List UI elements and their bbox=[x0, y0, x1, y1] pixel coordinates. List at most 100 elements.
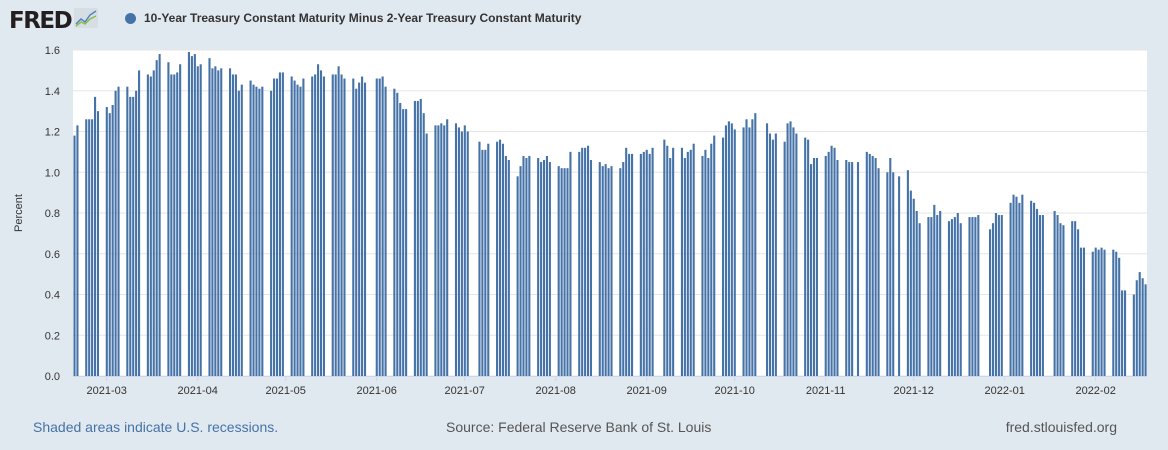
bar bbox=[270, 90, 273, 376]
bar bbox=[519, 166, 522, 376]
bar bbox=[1091, 251, 1094, 376]
bar bbox=[877, 168, 880, 376]
bar bbox=[273, 78, 276, 377]
bar bbox=[768, 133, 772, 376]
bar bbox=[258, 88, 261, 377]
bar bbox=[463, 125, 466, 376]
bar bbox=[601, 166, 604, 376]
y-tick-label: 0.6 bbox=[45, 249, 60, 261]
bar bbox=[686, 151, 689, 376]
bar bbox=[343, 78, 346, 377]
bar bbox=[598, 162, 601, 376]
bar bbox=[91, 119, 94, 377]
y-tick-label: 0.2 bbox=[45, 330, 60, 342]
x-tick-label: 2022-01 bbox=[984, 385, 1024, 397]
bar bbox=[443, 125, 446, 376]
bar bbox=[234, 74, 237, 376]
bar bbox=[1135, 280, 1138, 376]
bar bbox=[604, 164, 607, 376]
bar bbox=[666, 145, 669, 376]
fred-logo[interactable]: FRED bbox=[9, 8, 99, 33]
bar bbox=[1009, 202, 1012, 376]
bar bbox=[989, 229, 992, 376]
bar bbox=[610, 166, 613, 376]
bar bbox=[707, 157, 710, 376]
bar bbox=[314, 74, 317, 376]
bar bbox=[542, 160, 546, 376]
y-tick-label: 0.8 bbox=[45, 208, 60, 220]
bar bbox=[930, 217, 933, 376]
bar bbox=[892, 172, 895, 376]
bar bbox=[1077, 229, 1080, 376]
bar bbox=[108, 113, 111, 376]
bar bbox=[540, 162, 543, 376]
bar bbox=[566, 168, 569, 376]
bar bbox=[792, 127, 795, 376]
bar bbox=[138, 70, 141, 376]
bar bbox=[158, 54, 161, 376]
x-tick-label: 2021-04 bbox=[178, 385, 218, 397]
bar bbox=[525, 157, 528, 376]
bar bbox=[950, 219, 953, 376]
bar bbox=[114, 90, 117, 376]
bar bbox=[771, 139, 774, 376]
bar bbox=[581, 147, 584, 376]
bar bbox=[774, 133, 777, 376]
bar bbox=[704, 149, 707, 376]
bar bbox=[557, 166, 560, 376]
bar bbox=[293, 80, 296, 376]
x-tick-label: 2021-12 bbox=[894, 385, 934, 397]
bar bbox=[413, 100, 416, 376]
bar bbox=[281, 72, 284, 376]
bar bbox=[827, 151, 830, 376]
bar bbox=[1035, 208, 1039, 376]
bar bbox=[296, 84, 299, 376]
bar bbox=[1079, 247, 1083, 376]
bar bbox=[1141, 278, 1144, 376]
bar bbox=[237, 90, 240, 376]
bar bbox=[261, 86, 264, 377]
bar bbox=[217, 70, 220, 376]
bar bbox=[299, 86, 302, 377]
bar bbox=[625, 147, 628, 376]
bar bbox=[1033, 202, 1036, 376]
bar bbox=[1144, 284, 1147, 376]
bar bbox=[959, 223, 962, 376]
bar bbox=[909, 190, 912, 376]
bar bbox=[1123, 290, 1127, 376]
legend-marker bbox=[125, 12, 136, 24]
bar bbox=[384, 86, 387, 377]
bar bbox=[651, 147, 654, 376]
bar bbox=[199, 64, 202, 376]
bar bbox=[311, 76, 314, 377]
y-tick-label: 1.2 bbox=[45, 127, 60, 139]
bar bbox=[396, 92, 399, 376]
bar bbox=[754, 113, 757, 376]
x-tick-label: 2021-07 bbox=[445, 385, 485, 397]
bar bbox=[249, 80, 252, 376]
bar-chart: 0.0 0.2 0.4 0.6 0.8 1.0 1.2 1.4 1.6 Percent 2021-0… bbox=[13, 45, 1147, 397]
bar bbox=[1112, 249, 1115, 376]
bar bbox=[322, 76, 325, 377]
bar bbox=[918, 223, 921, 376]
bar bbox=[302, 78, 305, 377]
bar bbox=[607, 168, 610, 376]
bar bbox=[460, 131, 463, 376]
bar bbox=[94, 96, 97, 377]
bar bbox=[807, 139, 810, 376]
site-link[interactable]: fred.stlouisfed.org bbox=[1005, 419, 1117, 435]
bar bbox=[724, 125, 728, 376]
x-tick-label: 2021-08 bbox=[536, 385, 576, 397]
bar bbox=[334, 74, 337, 376]
bar bbox=[278, 72, 281, 376]
bar bbox=[727, 121, 730, 376]
bar bbox=[155, 60, 158, 376]
bar bbox=[331, 74, 334, 376]
bar bbox=[804, 137, 807, 376]
bar bbox=[689, 149, 692, 376]
bar bbox=[1038, 215, 1041, 376]
bar bbox=[275, 78, 279, 377]
bar bbox=[874, 157, 877, 376]
bar bbox=[132, 96, 135, 377]
bar bbox=[974, 217, 977, 376]
